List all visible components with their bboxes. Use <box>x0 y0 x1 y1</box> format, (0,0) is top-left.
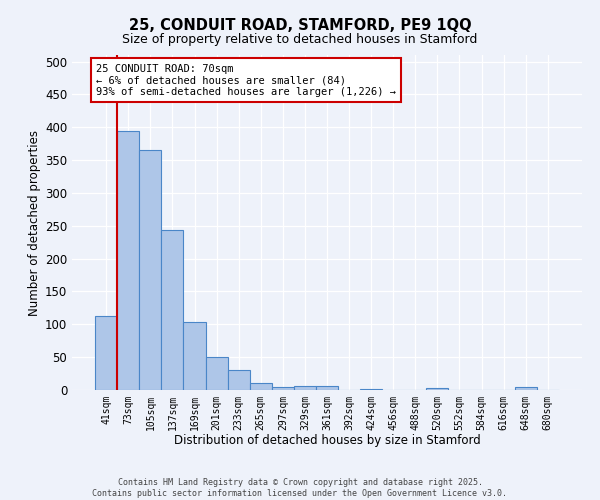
Bar <box>206 357 227 390</box>
Bar <box>294 386 316 390</box>
Text: Contains HM Land Registry data © Crown copyright and database right 2025.
Contai: Contains HM Land Registry data © Crown c… <box>92 478 508 498</box>
Bar <box>139 150 161 390</box>
Bar <box>427 388 448 390</box>
Bar <box>316 386 338 390</box>
Bar <box>117 130 139 390</box>
Text: 25, CONDUIT ROAD, STAMFORD, PE9 1QQ: 25, CONDUIT ROAD, STAMFORD, PE9 1QQ <box>128 18 472 32</box>
Bar <box>250 384 272 390</box>
Y-axis label: Number of detached properties: Number of detached properties <box>28 130 41 316</box>
X-axis label: Distribution of detached houses by size in Stamford: Distribution of detached houses by size … <box>173 434 481 448</box>
Text: Size of property relative to detached houses in Stamford: Size of property relative to detached ho… <box>122 32 478 46</box>
Bar <box>95 316 117 390</box>
Text: 25 CONDUIT ROAD: 70sqm
← 6% of detached houses are smaller (84)
93% of semi-deta: 25 CONDUIT ROAD: 70sqm ← 6% of detached … <box>96 64 396 96</box>
Bar <box>161 230 184 390</box>
Bar <box>360 388 382 390</box>
Bar <box>515 388 537 390</box>
Bar <box>227 370 250 390</box>
Bar <box>184 322 206 390</box>
Bar <box>272 386 294 390</box>
